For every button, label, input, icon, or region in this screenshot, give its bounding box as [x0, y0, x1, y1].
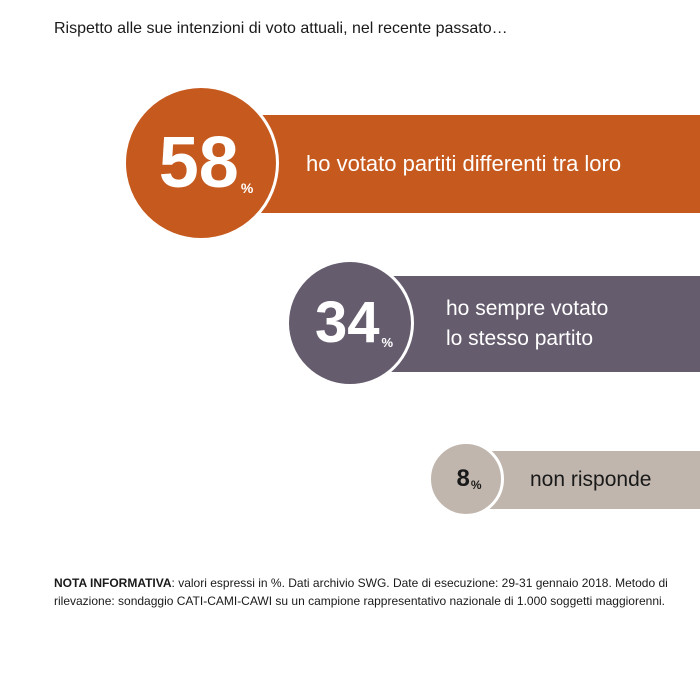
value-circle-2: 34 %: [286, 259, 414, 387]
value-number-3: 8: [456, 465, 470, 492]
value-number-1: 58: [158, 123, 239, 203]
value-number-2: 34: [314, 290, 380, 355]
note-text: : valori espressi in %. Dati archivio SW…: [54, 576, 668, 608]
value-unit-1: %: [240, 180, 254, 196]
bar-item-3: non risponde: [468, 451, 700, 509]
bar-label-1: ho votato partiti differenti tra loro: [306, 151, 622, 177]
note-heading: NOTA INFORMATIVA: [54, 576, 172, 590]
bar-label-2-line-1: ho sempre votato: [446, 296, 609, 320]
value-circle-1: 58 %: [123, 85, 279, 241]
value-circle-3: 8 %: [428, 441, 504, 517]
value-unit-3: %: [470, 478, 482, 492]
bar-label-2-line-2: lo stesso partito: [446, 327, 594, 350]
value-unit-2: %: [381, 335, 394, 350]
bar-item-1: ho votato partiti differenti tra loro: [196, 115, 700, 213]
info-note: NOTA INFORMATIVA: valori espressi in %. …: [54, 574, 674, 610]
chart-title: Rispetto alle sue intenzioni di voto att…: [54, 20, 508, 37]
bar-label-3: non risponde: [530, 467, 652, 491]
